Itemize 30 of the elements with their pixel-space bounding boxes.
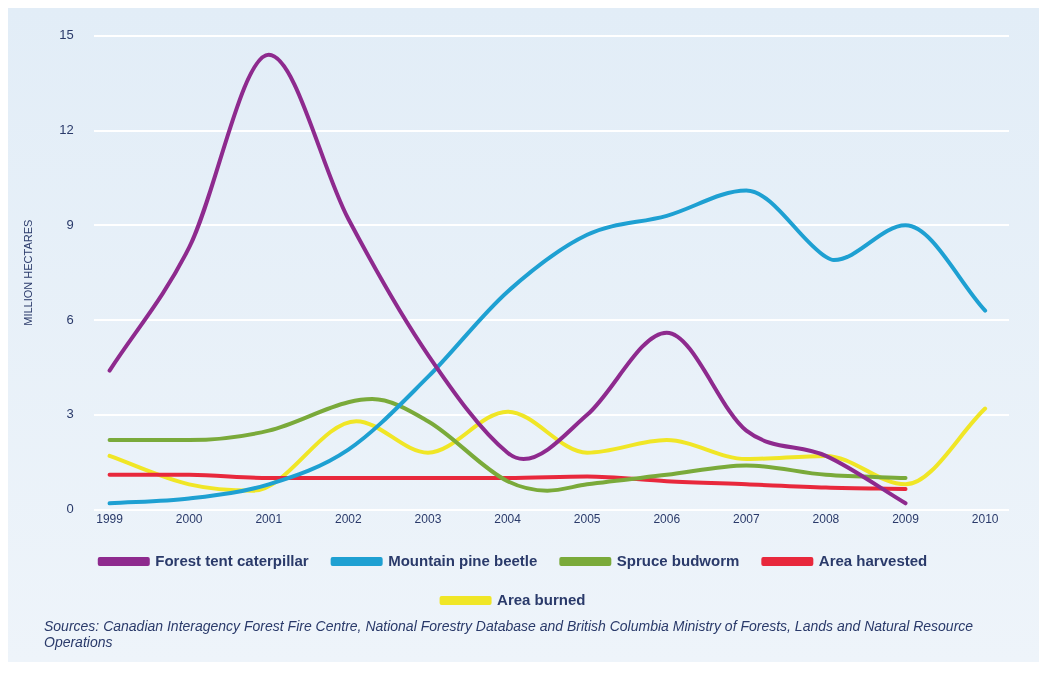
legend-label: Mountain pine beetle bbox=[388, 551, 538, 569]
x-tick-label: 2001 bbox=[255, 512, 283, 527]
line-series bbox=[107, 472, 908, 492]
y-tick-label: 3 bbox=[66, 406, 74, 422]
x-tick-label: 2008 bbox=[812, 512, 840, 527]
source-note: Sources: Canadian Interagency Forest Fire Centre, National Forestry Database and British Columbia Ministry of Forests, Lands and Natural Resource Operations bbox=[43, 618, 975, 652]
x-tick-label: 2005 bbox=[573, 512, 601, 527]
x-tick-label: 2000 bbox=[175, 512, 203, 527]
x-tick-label: 2010 bbox=[971, 512, 999, 527]
line-series bbox=[107, 188, 988, 506]
y-tick-label: 15 bbox=[59, 27, 74, 43]
x-tick-label: 2003 bbox=[414, 512, 442, 527]
legend-label: Area harvested bbox=[818, 551, 928, 569]
legend-label: Spruce budworm bbox=[616, 551, 740, 569]
legend-label: Forest tent caterpillar bbox=[155, 551, 309, 569]
y-tick-label: 12 bbox=[59, 122, 74, 138]
y-axis-title: MILLION HECTARES bbox=[21, 219, 34, 326]
x-tick-label: 1999 bbox=[96, 512, 124, 527]
line-series bbox=[107, 397, 908, 493]
y-tick-label: 0 bbox=[66, 501, 74, 517]
legend-label: Area burned bbox=[497, 590, 586, 608]
line-series bbox=[107, 52, 908, 506]
x-tick-label: 2007 bbox=[732, 512, 761, 527]
x-tick-label: 2009 bbox=[892, 512, 920, 527]
x-tick-label: 2006 bbox=[653, 512, 681, 527]
x-tick-label: 2004 bbox=[494, 512, 522, 527]
x-tick-label: 2002 bbox=[335, 512, 363, 527]
y-tick-label: 6 bbox=[66, 311, 74, 327]
line-series bbox=[107, 406, 988, 493]
y-tick-label: 9 bbox=[66, 216, 74, 232]
